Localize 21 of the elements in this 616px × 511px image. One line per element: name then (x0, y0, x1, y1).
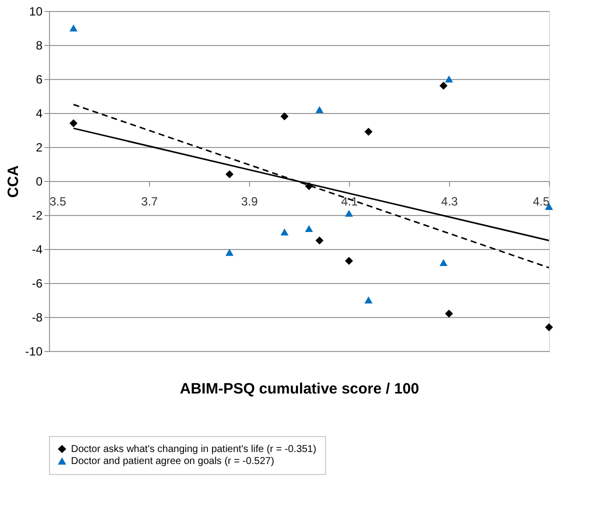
x-tick-label: 3.7 (141, 194, 158, 208)
y-tick-label: -10 (25, 344, 43, 358)
y-tick-label: 2 (36, 140, 43, 154)
legend-label: Doctor asks what's changing in patient's life (r = -0.351) (71, 444, 316, 455)
x-axis-title: ABIM-PSQ cumulative score / 100 (180, 380, 420, 398)
y-tick-label: 8 (36, 38, 43, 52)
y-tick-label: -2 (32, 208, 43, 222)
y-axis-title: CCA (5, 165, 22, 198)
x-tick-label: 4.1 (341, 194, 358, 208)
y-tick-label: 0 (36, 174, 43, 188)
legend-label: Doctor and patient agree on goals (r = -0.527) (71, 456, 274, 467)
y-tick-label: 6 (36, 72, 43, 86)
x-tick-label: 4.5 (532, 194, 550, 208)
x-tick-label: 3.5 (50, 194, 67, 208)
y-tick-label: 10 (29, 4, 43, 18)
x-tick-label: 3.9 (241, 194, 258, 208)
y-tick-label: -6 (32, 276, 43, 290)
y-tick-label: -8 (32, 310, 43, 324)
x-tick-label: 4.3 (441, 194, 458, 208)
y-tick-label: 4 (36, 106, 43, 120)
y-tick-label: -4 (32, 242, 43, 256)
